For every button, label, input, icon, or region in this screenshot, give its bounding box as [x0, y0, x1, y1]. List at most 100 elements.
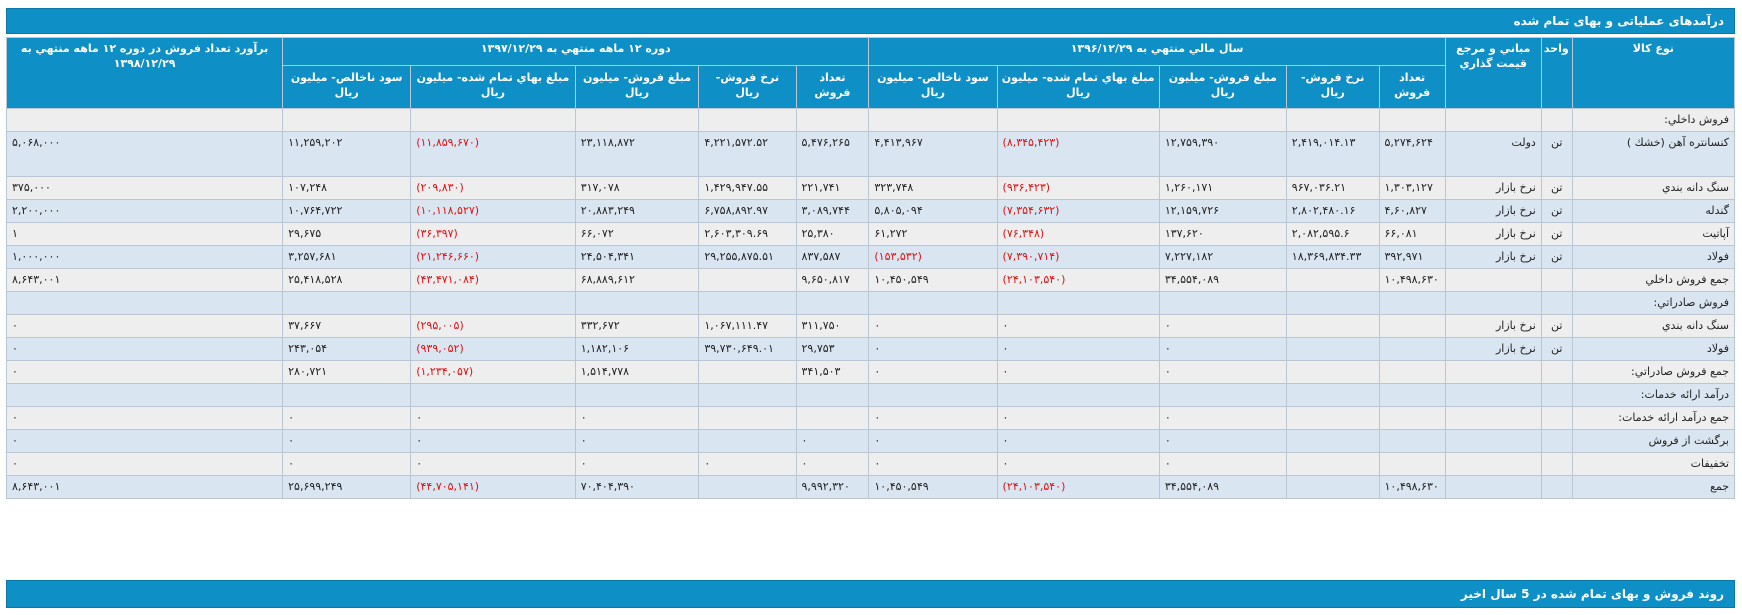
- cell-1397-rate: [698, 406, 797, 430]
- cell-1396-rate: [1285, 337, 1380, 361]
- cell-1396-qty: ۱۰,۴۹۸,۶۳۰: [1378, 475, 1446, 499]
- cell-1396-cost: [996, 291, 1160, 315]
- cell-1397-profit: ۰: [282, 429, 412, 453]
- cell-1397-profit: ۲۵,۶۹۹,۲۴۹: [282, 475, 412, 499]
- row-pricing-basis: نرخ بازار: [1444, 337, 1542, 361]
- cell-1397-rate: ۴,۲۲۱,۵۷۲.۵۲: [698, 131, 797, 177]
- cell-1397-rate: [698, 108, 797, 132]
- cell-1397-cost: ۰: [410, 429, 576, 453]
- cell-1397-cost: (۱۰,۱۱۸,۵۲۷): [410, 199, 576, 223]
- cell-1396-amount: ۷,۲۲۷,۱۸۲: [1158, 245, 1287, 269]
- cell-1396-cost: (۲۴,۱۰۳,۵۴۰): [996, 268, 1160, 292]
- cell-1397-qty: ۵,۴۷۶,۲۶۵: [795, 131, 870, 177]
- cell-1396-qty: [1378, 360, 1446, 384]
- table-body: فروش داخلي: كنسانتره آهن (خشك ) تن دولت ۵,۲۷…: [5, 108, 1736, 499]
- row-label: درآمد ارائه خدمات:: [1571, 383, 1736, 407]
- cell-1396-amount: ۰: [1158, 360, 1287, 384]
- cell-1396-qty: [1378, 337, 1446, 361]
- cell-1396-profit: ۰: [868, 314, 998, 338]
- cell-1397-rate: [698, 360, 797, 384]
- table-row: جمع فروش صادراتي: ۰ ۰ ۰ ۳۴۱,۵۰۳ ۱,۵۱۴,۷۷۸ (۱,۲…: [5, 360, 1736, 384]
- cell-1396-cost: (۲۴,۱۰۳,۵۴۰): [996, 475, 1160, 499]
- cell-1396-cost: [996, 383, 1160, 407]
- cell-1396-amount: ۳۴,۵۵۴,۰۸۹: [1158, 475, 1287, 499]
- row-pricing-basis: دولت: [1444, 131, 1542, 177]
- table-row: جمع ۱۰,۴۹۸,۶۳۰ ۳۴,۵۵۴,۰۸۹ (۲۴,۱۰۳,۵۴۰) ۱۰,۴۵…: [5, 475, 1736, 499]
- cell-1397-cost: ۰: [410, 406, 576, 430]
- row-pricing-basis: [1444, 475, 1542, 499]
- row-unit: [1540, 452, 1573, 476]
- bottom-section-bar[interactable]: روند فروش و بهای تمام شده در 5 سال اخیر: [6, 580, 1735, 608]
- col-unit: واحد: [1540, 37, 1573, 109]
- cell-1397-profit: ۲۵,۴۱۸,۵۲۸: [282, 268, 412, 292]
- cell-1397-cost: (۹۳۹,۰۵۲): [410, 337, 576, 361]
- cell-1396-rate: ۱۸,۳۶۹,۸۳۴.۳۳: [1285, 245, 1380, 269]
- cell-1397-profit: [282, 383, 412, 407]
- table-row: جمع فروش داخلي ۱۰,۴۹۸,۶۳۰ ۳۴,۵۵۴,۰۸۹ (۲۴,۱۰…: [5, 268, 1736, 292]
- bottom-section-title: روند فروش و بهای تمام شده در 5 سال اخیر: [1460, 587, 1724, 601]
- cell-1396-amount: ۰: [1158, 406, 1287, 430]
- cell-1396-rate: [1285, 406, 1380, 430]
- cell-1397-cost: [410, 291, 576, 315]
- group-1397: دوره ۱۲ ماهه منتهي به ۱۳۹۷/۱۲/۲۹: [282, 37, 870, 66]
- cell-1397-profit: ۱۰۷,۲۴۸: [282, 176, 412, 200]
- cell-1397-qty: ۲۹,۷۵۳: [795, 337, 870, 361]
- cell-1396-profit: ۰: [868, 360, 998, 384]
- section-title: درآمدهای عملیاتی و بهای تمام شده: [1513, 14, 1724, 28]
- cell-1397-cost: [410, 108, 576, 132]
- cell-1397-amount: ۳۱۷,۰۷۸: [574, 176, 700, 200]
- table-row: تخفيفات ۰ ۰ ۰ ۰ ۰ ۰ ۰ ۰ ۰: [5, 452, 1736, 476]
- cell-1397-cost: ۰: [410, 452, 576, 476]
- cell-1396-profit: [868, 291, 998, 315]
- row-label: كنسانتره آهن (خشك ): [1571, 131, 1736, 177]
- cell-1396-rate: [1285, 314, 1380, 338]
- cell-1396-profit: ۱۰,۴۵۰,۵۴۹: [868, 268, 998, 292]
- cell-1397-qty: ۸۳۷,۵۸۷: [795, 245, 870, 269]
- cell-1396-qty: [1378, 108, 1446, 132]
- cell-1396-profit: ۱۰,۴۵۰,۵۴۹: [868, 475, 998, 499]
- table-row: فروش داخلي:: [5, 108, 1736, 132]
- cell-1397-rate: ۲۹,۲۵۵,۸۷۵.۵۱: [698, 245, 797, 269]
- cell-1397-qty: [795, 406, 870, 430]
- cell-1397-qty: [795, 291, 870, 315]
- cell-1397-cost: (۲۱,۲۴۶,۶۶۰): [410, 245, 576, 269]
- cell-1396-profit: [868, 383, 998, 407]
- cell-1396-profit: ۰: [868, 429, 998, 453]
- col-1397-qty: تعداد فروش: [795, 65, 870, 109]
- row-unit: تن: [1540, 222, 1573, 246]
- cell-1397-cost: [410, 383, 576, 407]
- cell-1397-amount: ۶۸,۸۸۹,۶۱۲: [574, 268, 700, 292]
- cell-1396-amount: ۳۴,۵۵۴,۰۸۹: [1158, 268, 1287, 292]
- cell-1397-cost: (۱۱,۸۵۹,۶۷۰): [410, 131, 576, 177]
- cell-1396-profit: ۵,۸۰۵,۰۹۴: [868, 199, 998, 223]
- row-unit: تن: [1540, 199, 1573, 223]
- table-row: سنگ دانه بندي تن نرخ بازار ۱,۳۰۳,۱۲۷ ۹۶۷,۰۳۶…: [5, 176, 1736, 200]
- cell-1397-rate: ۶,۷۵۸,۸۹۲.۹۷: [698, 199, 797, 223]
- cell-1396-profit: ۴,۴۱۳,۹۶۷: [868, 131, 998, 177]
- cell-1397-cost: (۲۹۵,۰۰۵): [410, 314, 576, 338]
- cell-estimate-1398: ۰: [5, 337, 284, 361]
- row-pricing-basis: [1444, 108, 1542, 132]
- cell-1396-amount: ۱۲,۱۵۹,۷۲۶: [1158, 199, 1287, 223]
- cell-1396-qty: ۴,۶۰,۸۲۷: [1378, 199, 1446, 223]
- cell-1397-profit: ۲۸۰,۷۲۱: [282, 360, 412, 384]
- cell-estimate-1398: ۰: [5, 452, 284, 476]
- row-pricing-basis: نرخ بازار: [1444, 222, 1542, 246]
- col-1396-amount: مبلغ فروش- ميليون ريال: [1158, 65, 1287, 109]
- header-row-subcolumns: تعداد فروش نرخ فروش- ريال مبلغ فروش- ميل…: [7, 65, 1735, 109]
- cell-1396-rate: ۹۶۷,۰۳۶.۲۱: [1285, 176, 1380, 200]
- cell-1397-rate: [698, 291, 797, 315]
- row-label: گندله: [1571, 199, 1736, 223]
- cell-1396-profit: [868, 108, 998, 132]
- cell-estimate-1398: ۱,۰۰۰,۰۰۰: [5, 245, 284, 269]
- cell-estimate-1398: ۰: [5, 314, 284, 338]
- cell-1397-profit: [282, 108, 412, 132]
- table-row: جمع درآمد ارائه خدمات: ۰ ۰ ۰ ۰ ۰ ۰ ۰: [5, 406, 1736, 430]
- cell-1396-rate: [1285, 108, 1380, 132]
- cell-estimate-1398: ۵,۰۶۸,۰۰۰: [5, 131, 284, 177]
- cell-1396-qty: ۵,۲۷۴,۶۲۴: [1378, 131, 1446, 177]
- cell-1396-rate: [1285, 291, 1380, 315]
- row-unit: [1540, 475, 1573, 499]
- cell-estimate-1398: ۱: [5, 222, 284, 246]
